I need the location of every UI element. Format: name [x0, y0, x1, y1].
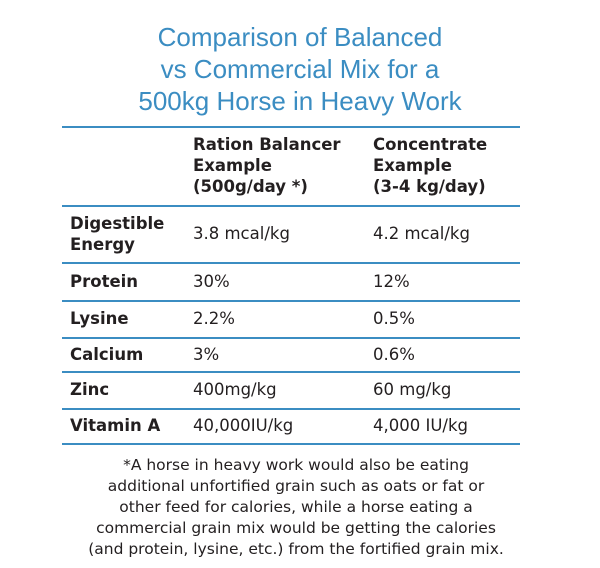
row-label: Calcium — [70, 344, 144, 364]
footnote: *A horse in heavy work would also be eat… — [123, 456, 469, 474]
table-cell: 4,000 IU/kg — [373, 416, 469, 435]
row-label: Digestible Energy — [70, 213, 165, 254]
table-cell: 2.2% — [193, 309, 235, 328]
title: 500kg Horse in Heavy Work — [138, 86, 462, 116]
header-line: Example — [373, 156, 452, 175]
header-line: Example — [193, 156, 272, 175]
header-line: Ration Balancer — [193, 135, 341, 154]
table-cell: 4.2 mcal/kg — [373, 224, 470, 243]
row-divider — [62, 408, 520, 410]
footnote: other feed for calories, while a horse e… — [119, 498, 473, 516]
column-header: Concentrate Example (3-4 kg/day) — [373, 126, 523, 205]
title: Comparison of Balanced — [157, 22, 443, 52]
row-label: Protein — [70, 271, 139, 291]
row-divider — [62, 371, 520, 373]
column-header: Ration Balancer Example (500g/day *) — [193, 126, 368, 205]
table-cell: 3.8 mcal/kg — [193, 224, 290, 243]
table-cell: 40,000IU/kg — [193, 416, 294, 435]
row-divider — [62, 262, 520, 264]
row-divider — [62, 300, 520, 302]
row-divider — [62, 443, 520, 445]
row-divider — [62, 126, 520, 128]
title: vs Commercial Mix for a — [160, 54, 440, 84]
header-line: (3-4 kg/day) — [373, 177, 486, 196]
footnote: (and protein, lysine, etc.) from the for… — [88, 540, 504, 558]
table-cell: 0.6% — [373, 344, 415, 364]
table-cell: 0.5% — [373, 309, 415, 328]
table-cell: 3% — [193, 344, 220, 364]
footnote: commercial grain mix would be getting th… — [96, 519, 496, 537]
row-label: Zinc — [70, 380, 110, 399]
footnote: additional unfortified grain such as oat… — [107, 477, 485, 495]
header-line: Concentrate — [373, 135, 488, 154]
header-line: (500g/day *) — [193, 177, 308, 196]
table-cell: 12% — [373, 271, 410, 291]
row-divider — [62, 205, 520, 207]
row-label: Vitamin A — [70, 416, 161, 435]
table-cell: 30% — [193, 271, 230, 291]
row-divider — [62, 337, 520, 339]
table-cell: 400mg/kg — [193, 380, 277, 399]
row-label: Lysine — [70, 309, 129, 328]
table-cell: 60 mg/kg — [373, 380, 452, 399]
